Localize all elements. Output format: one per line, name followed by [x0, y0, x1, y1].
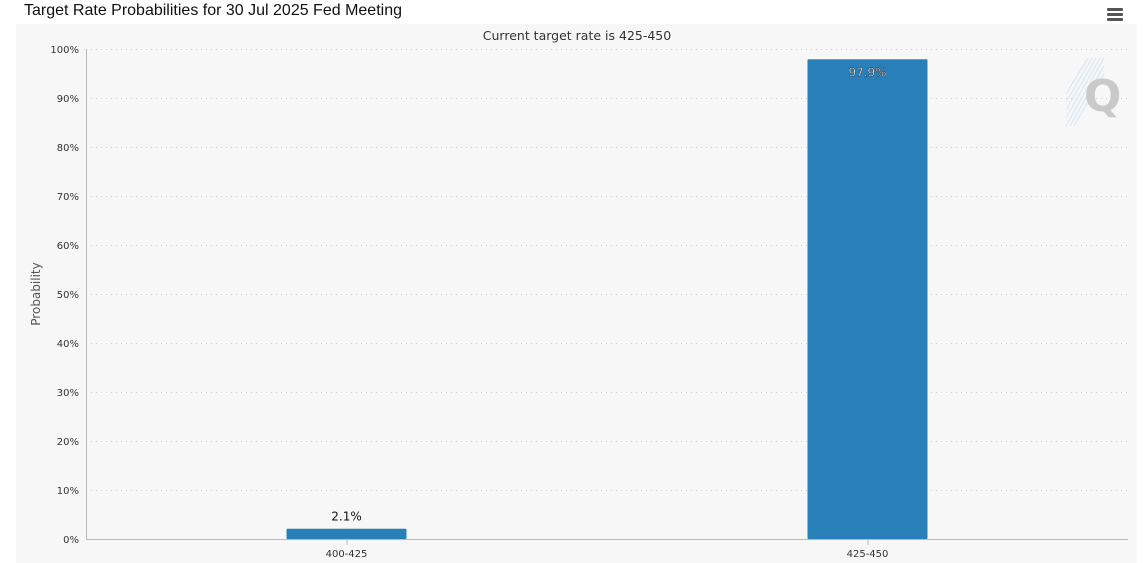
chart-subtitle: Current target rate is 425-450 [483, 28, 671, 43]
y-tick-label: 40% [57, 339, 79, 350]
data-label: 97.9% [848, 65, 886, 79]
data-label: 2.1% [331, 510, 362, 524]
axes: 0% 10% 20% 30% 40% 50% 60% 70% 80% 90% 100% 400-425… [50, 45, 1128, 560]
y-tick-label: 20% [57, 437, 79, 448]
q-logo-icon: Q [1065, 57, 1121, 127]
x-tick-label: 425-450 [847, 549, 889, 560]
y-tick-label: 90% [57, 94, 79, 105]
y-tick-label: 100% [50, 45, 79, 56]
page-title: Target Rate Probabilities for 30 Jul 202… [24, 2, 402, 19]
y-tick-label: 80% [57, 143, 79, 154]
chart-area [16, 24, 1137, 563]
svg-text:Q: Q [1084, 71, 1121, 122]
grid-lines [86, 49, 1128, 491]
x-tick-label: 400-425 [326, 549, 368, 560]
hamburger-menu-icon[interactable] [1104, 6, 1126, 24]
data-labels: 2.1% 97.9% [331, 65, 887, 524]
y-tick-label: 60% [57, 241, 79, 252]
y-axis-label: Probability [29, 262, 43, 325]
y-tick-label: 10% [57, 486, 79, 497]
y-tick-label: 70% [57, 192, 79, 203]
y-tick-label: 0% [63, 535, 79, 546]
y-tick-label: 50% [57, 290, 79, 301]
bars [286, 59, 928, 539]
bar-425-450[interactable] [807, 59, 928, 539]
y-tick-label: 30% [57, 388, 79, 399]
bar-400-425[interactable] [286, 528, 407, 539]
